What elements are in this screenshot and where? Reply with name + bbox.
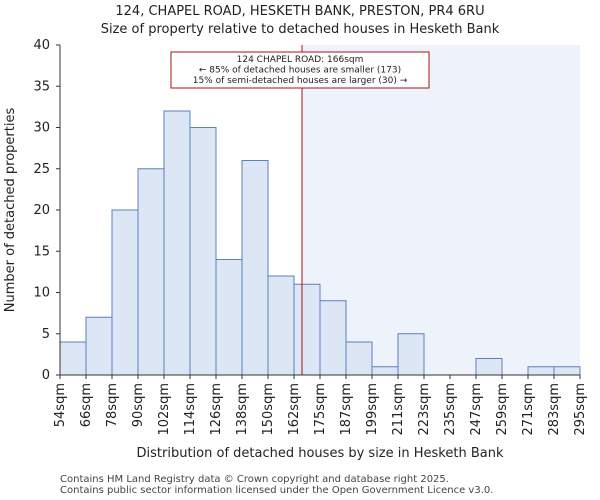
y-tick-label: 10 <box>33 286 50 301</box>
bar-66sqm <box>85 316 113 376</box>
x-tick-label: 211sqm <box>391 383 406 436</box>
bar-162sqm <box>293 283 321 376</box>
x-tick-label: 114sqm <box>183 383 198 436</box>
bar-54sqm <box>59 341 87 376</box>
bar-175sqm <box>319 300 347 376</box>
x-tick-label: 150sqm <box>261 383 276 436</box>
y-tick-label: 5 <box>42 327 50 342</box>
bar-78sqm <box>111 209 139 376</box>
bar-283sqm <box>553 366 581 376</box>
x-tick-label: 126sqm <box>209 383 224 436</box>
y-tick-label: 40 <box>33 38 50 53</box>
annotation-box <box>170 51 430 89</box>
x-tick-label: 175sqm <box>313 383 328 436</box>
x-tick-label: 187sqm <box>339 383 354 436</box>
bar-90sqm <box>137 168 165 376</box>
y-tick-label: 0 <box>42 368 50 383</box>
y-tick-label: 30 <box>33 121 50 136</box>
bar-126sqm <box>215 259 243 376</box>
x-tick-label: 247sqm <box>469 383 484 436</box>
x-tick-label: 66sqm <box>79 383 94 427</box>
x-axis-label: Distribution of detached houses by size … <box>137 446 504 461</box>
x-tick-label: 54sqm <box>53 383 68 427</box>
larger-region-shade <box>302 45 580 375</box>
x-tick-label: 162sqm <box>287 383 302 436</box>
annotation-line-1: 124 CHAPEL ROAD: 166sqm <box>237 55 364 65</box>
annotation-line-2: ← 85% of detached houses are smaller (17… <box>199 66 401 76</box>
y-tick-label: 35 <box>33 79 50 94</box>
chart-title: 124, CHAPEL ROAD, HESKETH BANK, PRESTON,… <box>115 4 485 19</box>
footer-attribution-2: Contains public sector information licen… <box>60 485 494 496</box>
x-tick-label: 199sqm <box>365 383 380 436</box>
x-tick-label: 138sqm <box>235 383 250 436</box>
x-tick-label: 235sqm <box>443 383 458 436</box>
bar-114sqm <box>189 127 217 376</box>
bar-102sqm <box>163 110 191 376</box>
x-tick-label: 295sqm <box>573 383 588 436</box>
x-tick-label: 283sqm <box>547 383 562 436</box>
bar-150sqm <box>267 275 295 376</box>
bar-138sqm <box>241 160 269 376</box>
x-tick-label: 223sqm <box>417 383 432 436</box>
annotation-line-3: 15% of semi-detached houses are larger (… <box>193 76 408 86</box>
y-axis-label: Number of detached properties <box>3 108 18 313</box>
bar-211sqm <box>397 333 425 376</box>
x-tick-label: 102sqm <box>157 383 172 436</box>
chart-subtitle: Size of property relative to detached ho… <box>100 22 500 37</box>
bar-199sqm <box>371 366 399 376</box>
x-tick-label: 271sqm <box>521 383 536 436</box>
x-tick-label: 78sqm <box>105 383 120 427</box>
bar-187sqm <box>345 341 373 376</box>
footer-attribution-1: Contains HM Land Registry data © Crown c… <box>60 474 449 485</box>
x-tick-label: 259sqm <box>495 383 510 436</box>
y-tick-label: 20 <box>33 203 50 218</box>
bar-247sqm <box>475 358 503 376</box>
x-tick-label: 90sqm <box>131 383 146 427</box>
y-tick-label: 15 <box>33 244 50 259</box>
y-tick-label: 25 <box>33 162 50 177</box>
bar-271sqm <box>527 366 555 376</box>
